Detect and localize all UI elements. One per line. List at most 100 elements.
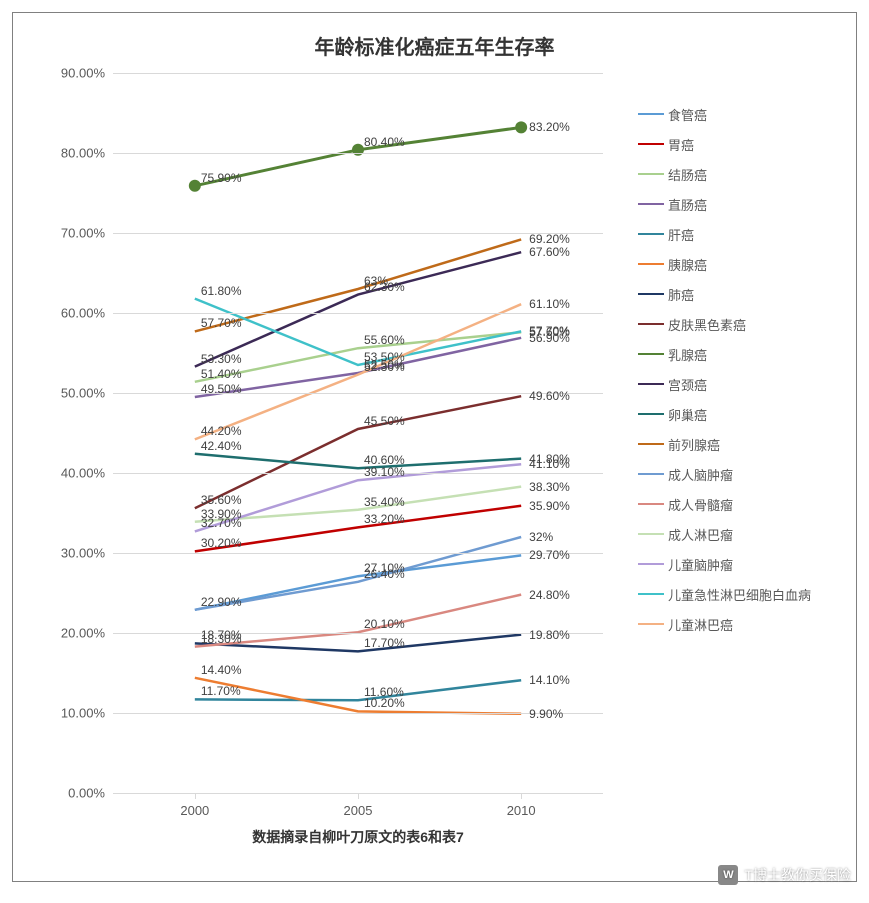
y-axis-label: 60.00% (61, 306, 105, 321)
y-axis-label: 70.00% (61, 226, 105, 241)
legend-item: 胰腺癌 (638, 249, 811, 279)
legend-label: 胰腺癌 (668, 255, 707, 274)
data-label: 20.10% (364, 617, 405, 631)
legend-item: 儿童脑肿瘤 (638, 549, 811, 579)
legend-label: 儿童急性淋巴细胞白血病 (668, 585, 811, 604)
legend-item: 肺癌 (638, 279, 811, 309)
legend-label: 成人脑肿瘤 (668, 465, 733, 484)
legend-swatch (638, 383, 664, 386)
x-tick (358, 793, 359, 799)
series-line (195, 506, 521, 552)
data-label: 17.70% (364, 636, 405, 650)
data-label: 83.20% (529, 120, 570, 134)
legend-label: 儿童脑肿瘤 (668, 555, 733, 574)
legend-label: 乳腺癌 (668, 345, 707, 364)
data-label: 57.70% (201, 316, 242, 330)
legend-swatch (638, 413, 664, 416)
legend-label: 前列腺癌 (668, 435, 720, 454)
legend-item: 皮肤黑色素癌 (638, 309, 811, 339)
data-label: 61.80% (201, 284, 242, 298)
gridline (113, 473, 603, 474)
y-axis-label: 20.00% (61, 626, 105, 641)
y-axis-label: 80.00% (61, 146, 105, 161)
chart-title: 年龄标准化癌症五年生存率 (13, 13, 856, 60)
legend-label: 成人骨髓瘤 (668, 495, 733, 514)
data-label: 26.40% (364, 567, 405, 581)
series-line (195, 396, 521, 508)
y-axis-label: 90.00% (61, 66, 105, 81)
y-axis-label: 0.00% (68, 786, 105, 801)
legend-label: 肺癌 (668, 285, 694, 304)
legend-item: 前列腺癌 (638, 429, 811, 459)
legend-item: 成人淋巴瘤 (638, 519, 811, 549)
data-label: 67.60% (529, 245, 570, 259)
legend-swatch (638, 473, 664, 476)
series-line (195, 678, 521, 714)
data-label: 80.40% (364, 135, 405, 149)
y-axis-label: 10.00% (61, 706, 105, 721)
data-label: 30.20% (201, 536, 242, 550)
legend-label: 儿童淋巴癌 (668, 615, 733, 634)
data-label: 32.70% (201, 516, 242, 530)
x-axis-title: 数据摘录自柳叶刀原文的表6和表7 (252, 827, 464, 847)
data-label: 57.70% (529, 324, 570, 338)
data-label: 9.90% (529, 707, 563, 721)
legend-swatch (638, 203, 664, 206)
data-label: 75.90% (201, 171, 242, 185)
data-label: 44.20% (201, 424, 242, 438)
gridline (113, 73, 603, 74)
data-label: 24.80% (529, 588, 570, 602)
legend-swatch (638, 533, 664, 536)
data-label: 53.30% (201, 352, 242, 366)
data-label: 14.40% (201, 663, 242, 677)
legend-label: 皮肤黑色素癌 (668, 315, 746, 334)
data-label: 32% (529, 530, 553, 544)
series-marker (189, 180, 201, 192)
legend-swatch (638, 263, 664, 266)
legend-item: 肝癌 (638, 219, 811, 249)
series-line (195, 680, 521, 700)
legend-swatch (638, 173, 664, 176)
gridline (113, 313, 603, 314)
data-label: 51.40% (201, 367, 242, 381)
x-axis-label: 2010 (507, 803, 536, 818)
data-label: 49.50% (201, 382, 242, 396)
data-label: 29.70% (529, 548, 570, 562)
series-line (195, 127, 521, 185)
watermark-text: T博士教你买保险 (744, 865, 851, 885)
data-label: 22.90% (201, 595, 242, 609)
legend-swatch (638, 593, 664, 596)
legend-swatch (638, 113, 664, 116)
x-axis-label: 2000 (180, 803, 209, 818)
legend-item: 成人骨髓瘤 (638, 489, 811, 519)
legend-swatch (638, 503, 664, 506)
legend-label: 卵巢癌 (668, 405, 707, 424)
legend-item: 结肠癌 (638, 159, 811, 189)
legend-item: 儿童急性淋巴细胞白血病 (638, 579, 811, 609)
data-label: 39.10% (364, 465, 405, 479)
legend-swatch (638, 143, 664, 146)
legend-swatch (638, 233, 664, 236)
data-label: 35.60% (201, 493, 242, 507)
data-label: 38.30% (529, 480, 570, 494)
series-line (195, 299, 521, 365)
data-label: 35.90% (529, 499, 570, 513)
y-axis-label: 40.00% (61, 466, 105, 481)
legend-swatch (638, 623, 664, 626)
legend-label: 食管癌 (668, 105, 707, 124)
data-label: 42.40% (201, 439, 242, 453)
legend-swatch (638, 353, 664, 356)
series-line (195, 464, 521, 531)
series-marker (352, 144, 364, 156)
watermark: W T博士教你买保险 (718, 865, 851, 885)
wechat-icon: W (718, 865, 738, 885)
data-label: 14.10% (529, 673, 570, 687)
data-label: 11.70% (201, 684, 241, 698)
legend-swatch (638, 323, 664, 326)
data-label: 61.10% (529, 297, 570, 311)
y-axis-label: 30.00% (61, 546, 105, 561)
x-tick (195, 793, 196, 799)
gridline (113, 153, 603, 154)
data-label: 19.80% (529, 628, 570, 642)
data-label: 41.10% (529, 457, 570, 471)
